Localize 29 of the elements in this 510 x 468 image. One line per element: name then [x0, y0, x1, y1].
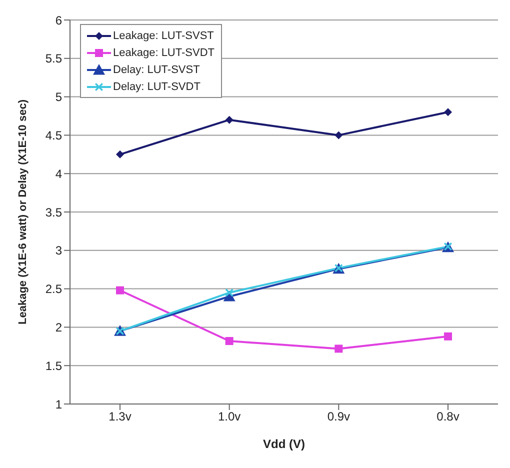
x-tick-label: 0.9v — [327, 410, 350, 424]
point — [444, 332, 452, 340]
point — [116, 286, 124, 294]
y-tick-label: 3.5 — [45, 205, 62, 220]
y-tick-label: 3 — [55, 244, 62, 258]
x-tick-label: 1.3v — [108, 410, 132, 424]
legend-label: Delay: LUT-SVST — [113, 64, 200, 76]
point — [334, 344, 343, 353]
point — [116, 150, 124, 158]
x-tick-label: 0.8v — [436, 410, 460, 424]
x-tick-label: 1.0v — [218, 410, 241, 424]
point — [225, 337, 234, 346]
y-tick-label: 4 — [55, 166, 62, 181]
y-tick-label: 1.5 — [45, 358, 62, 373]
y-tick-label: 5 — [55, 90, 62, 104]
point — [334, 131, 343, 140]
y-tick-label: 5.5 — [45, 52, 62, 66]
point — [225, 116, 234, 124]
y-tick-label: 2.5 — [45, 282, 62, 296]
y-axis-title: Leakage (X1E-6 watt) or Delay (X1E-10 sec) — [16, 99, 29, 324]
y-tick-label: 2 — [55, 320, 62, 334]
legend-label: Delay: LUT-SVDT — [113, 80, 200, 92]
y-tick-label: 6 — [55, 13, 62, 28]
y-tick-label: 1 — [55, 397, 62, 412]
y-tick-label: 4.5 — [45, 128, 62, 142]
legend-label: Leakage: LUT-SVDT — [113, 46, 214, 58]
legend-label: Leakage: LUT-SVST — [113, 30, 214, 42]
x-axis-title: Vdd (V) — [263, 437, 305, 451]
point — [444, 108, 452, 116]
